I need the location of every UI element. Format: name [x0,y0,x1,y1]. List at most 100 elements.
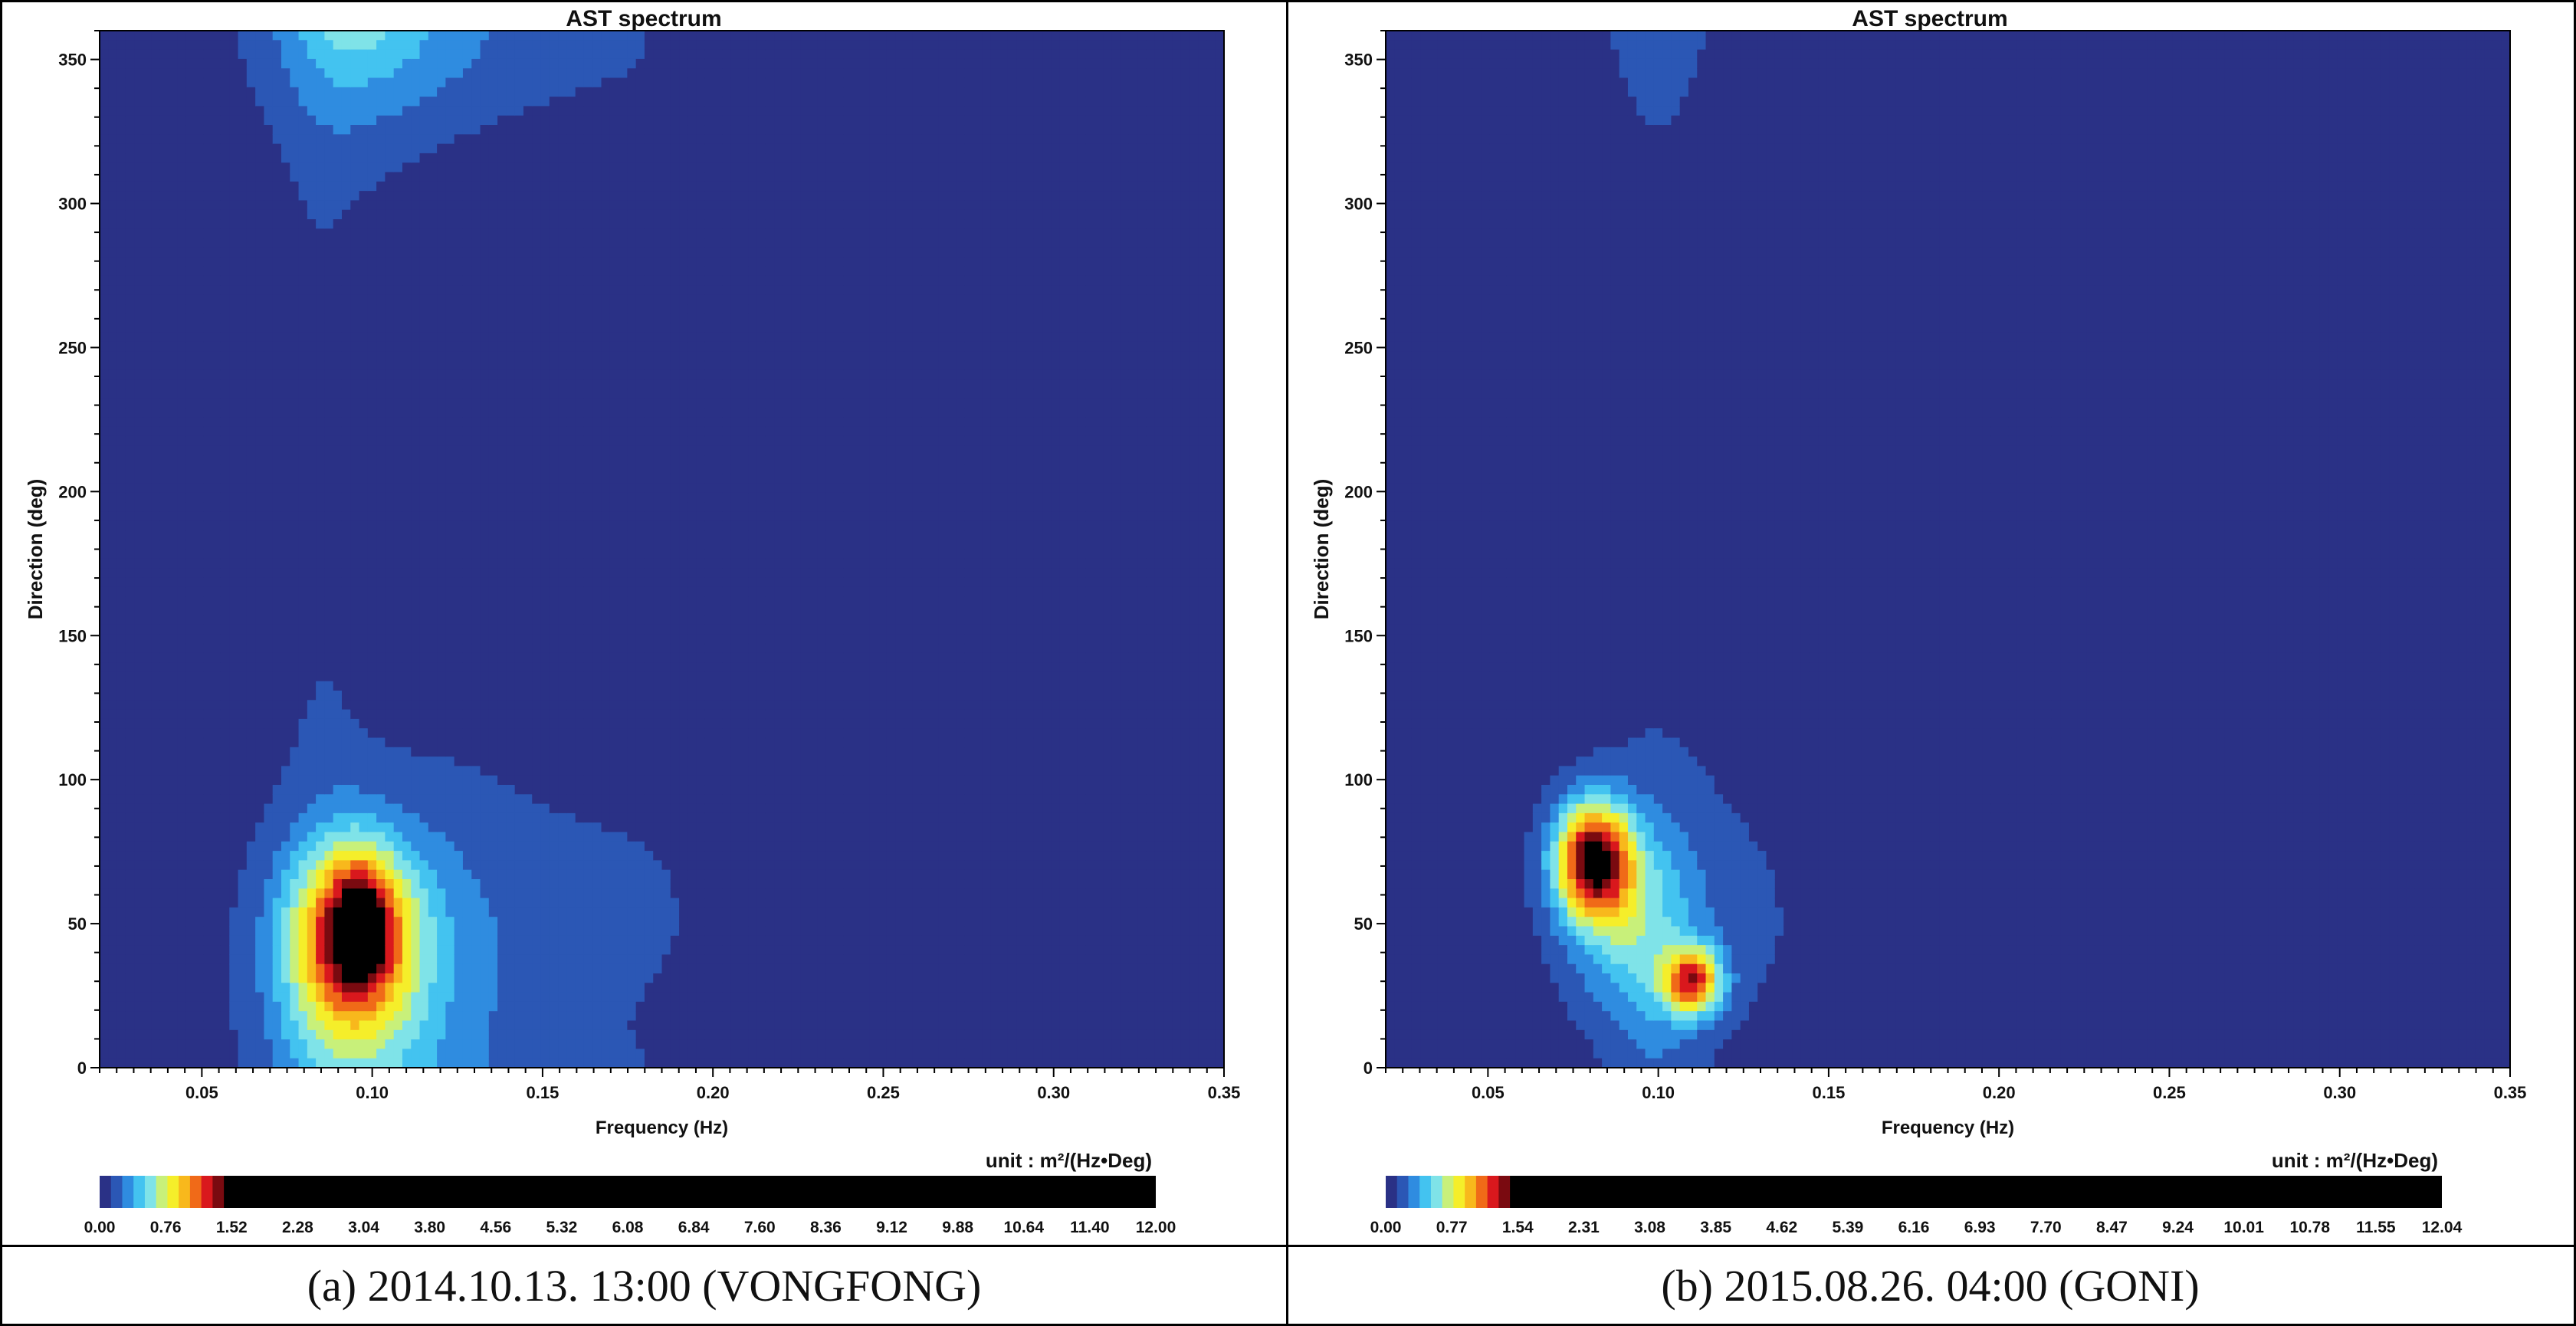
heatmap-cell [159,87,169,97]
heatmap-cell [169,389,179,399]
heatmap-cell [281,181,290,192]
heatmap-cell [333,106,343,117]
heatmap-cell [272,31,282,41]
heatmap-cell [281,898,290,908]
heatmap-cell [169,360,179,371]
heatmap-cell [419,474,429,484]
heatmap-cell [100,1011,109,1022]
heatmap-cell [419,389,429,399]
heatmap-cell [341,812,351,823]
heatmap-cell [195,464,205,474]
heatmap-cell [125,549,135,560]
heatmap-cell [316,869,325,880]
heatmap-cell [376,718,386,729]
heatmap-cell [419,294,429,305]
heatmap-cell [437,247,446,258]
heatmap-cell [108,530,118,540]
heatmap-cell [290,615,300,625]
heatmap-cell [298,68,308,79]
heatmap-cell [471,803,481,814]
heatmap-cell [402,747,412,757]
heatmap-cell [177,134,187,145]
heatmap-cell [195,435,205,446]
heatmap-cell [203,700,213,711]
heatmap-cell [376,954,386,965]
heatmap-cell [229,49,239,60]
heatmap-cell [195,709,205,720]
heatmap-cell [134,294,144,305]
heatmap-cell [367,474,377,484]
heatmap-cell [255,709,264,720]
heatmap-cell [220,49,230,60]
heatmap-cell [324,40,334,51]
heatmap-cell [471,492,481,503]
heatmap-cell [116,879,126,889]
heatmap-cell [471,106,481,117]
heatmap-cell [402,935,412,946]
heatmap-cell [238,606,248,616]
heatmap-cell [298,435,308,446]
heatmap-cell [220,691,230,701]
heatmap-cell [134,935,144,946]
heatmap-cell [316,369,325,380]
heatmap-cell [307,87,317,97]
heatmap-cell [255,474,264,484]
heatmap-cell [298,464,308,474]
heatmap-cell [125,568,135,578]
heatmap-cell [454,888,464,899]
heatmap-cell [462,115,472,126]
heatmap-cell [281,172,290,182]
heatmap-cell [125,775,135,786]
heatmap-cell [437,294,446,305]
heatmap-cell [212,841,222,852]
heatmap-cell [419,917,429,927]
heatmap-cell [419,954,429,965]
heatmap-cell [281,530,290,540]
heatmap-cell [220,474,230,484]
heatmap-cell [316,822,325,833]
heatmap-cell [116,888,126,899]
heatmap-cell [471,445,481,456]
heatmap-cell [376,577,386,588]
heatmap-cell [151,520,161,531]
heatmap-cell [385,926,395,937]
heatmap-cell [393,775,403,786]
heatmap-cell [255,775,264,786]
heatmap-cell [100,275,109,286]
heatmap-cell [246,398,256,409]
heatmap-cell [316,31,325,41]
heatmap-cell [316,77,325,88]
heatmap-cell [159,228,169,239]
heatmap-cell [264,624,274,635]
heatmap-cell [185,586,195,597]
heatmap-cell [488,87,498,97]
heatmap-cell [419,257,429,267]
heatmap-cell [350,31,360,41]
heatmap-cell [298,1058,308,1068]
heatmap-cell [255,530,264,540]
heatmap-cell [402,926,412,937]
heatmap-cell [324,954,334,965]
heatmap-cell [324,540,334,550]
heatmap-cell [272,662,282,672]
heatmap-cell [255,888,264,899]
heatmap-cell [462,228,472,239]
heatmap-cell [367,832,377,842]
heatmap-cell [272,766,282,776]
heatmap-cell [159,822,169,833]
heatmap-cell [376,992,386,1003]
heatmap-cell [212,681,222,691]
heatmap-cell [108,973,118,983]
heatmap-cell [445,643,455,654]
heatmap-cell [203,341,213,352]
heatmap-cell [462,530,472,540]
heatmap-cell [307,426,317,437]
heatmap-cell [290,832,300,842]
heatmap-cell [246,700,256,711]
heatmap-cell [359,832,369,842]
heatmap-cell [454,691,464,701]
heatmap-cell [185,898,195,908]
heatmap-cell [203,435,213,446]
heatmap-cell [290,351,300,362]
heatmap-cell [195,879,205,889]
